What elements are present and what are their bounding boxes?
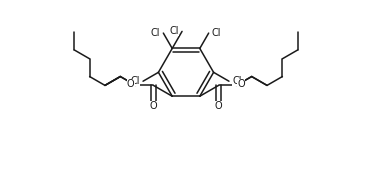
Text: O: O [127, 79, 135, 89]
Text: O: O [150, 101, 157, 111]
Text: Cl: Cl [212, 28, 221, 38]
Text: O: O [215, 101, 222, 111]
Text: O: O [237, 79, 245, 89]
Text: Cl: Cl [232, 76, 241, 86]
Text: Cl: Cl [169, 26, 179, 36]
Text: Cl: Cl [131, 76, 140, 86]
Text: Cl: Cl [151, 28, 160, 38]
